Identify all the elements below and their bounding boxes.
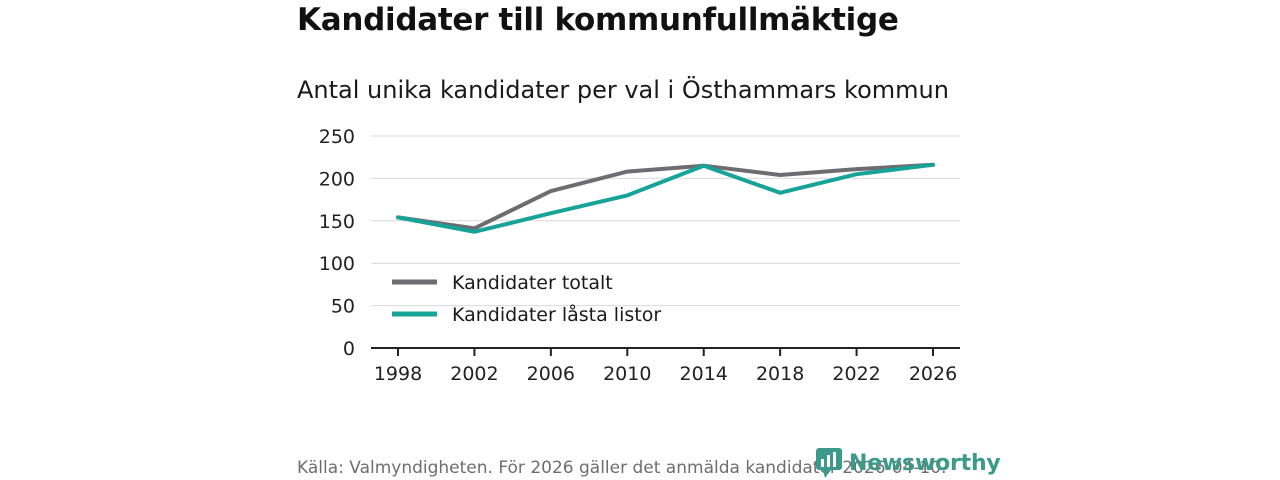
x-tick-label: 2018	[756, 363, 804, 385]
chart-title: Kandidater till kommunfullmäktige	[297, 2, 899, 38]
brand-name: Newsworthy	[849, 450, 1001, 476]
y-tick-label: 50	[331, 296, 355, 318]
x-tick-label: 2010	[603, 363, 651, 385]
y-tick-label: 0	[343, 338, 355, 360]
x-tick-label: 2014	[680, 363, 728, 385]
chart-subtitle: Antal unika kandidater per val i Östhamm…	[297, 76, 949, 104]
legend-label: Kandidater totalt	[452, 272, 613, 294]
y-tick-label: 250	[319, 126, 355, 148]
x-tick-label: 1998	[374, 363, 422, 385]
x-tick-label: 2022	[832, 363, 880, 385]
y-tick-label: 100	[319, 253, 355, 275]
y-tick-label: 200	[319, 168, 355, 190]
legend-label: Kandidater låsta listor	[452, 303, 661, 326]
series-line-1	[396, 162, 935, 231]
series-line-2	[396, 162, 935, 234]
x-tick-label: 2002	[450, 363, 498, 385]
source-note: Källa: Valmyndigheten. För 2026 gäller d…	[297, 458, 947, 478]
newsworthy-logo-icon	[816, 448, 842, 478]
x-tick-label: 2006	[527, 363, 575, 385]
series-lines	[396, 162, 935, 234]
gridlines	[371, 135, 960, 307]
y-tick-label: 150	[319, 211, 355, 233]
brand-logo: Newsworthy	[815, 446, 1001, 480]
x-tick-label: 2026	[909, 363, 957, 385]
line-chart: 0 50 100 150 200 250 1998 2002 2006 2010 2014 2018 2…	[319, 126, 960, 385]
axes: 0 50 100 150 200 250 1998 2002 2006 2010 2014 2018 2…	[319, 126, 960, 385]
legend: Kandidater totalt Kandidater låsta listor	[392, 272, 661, 326]
